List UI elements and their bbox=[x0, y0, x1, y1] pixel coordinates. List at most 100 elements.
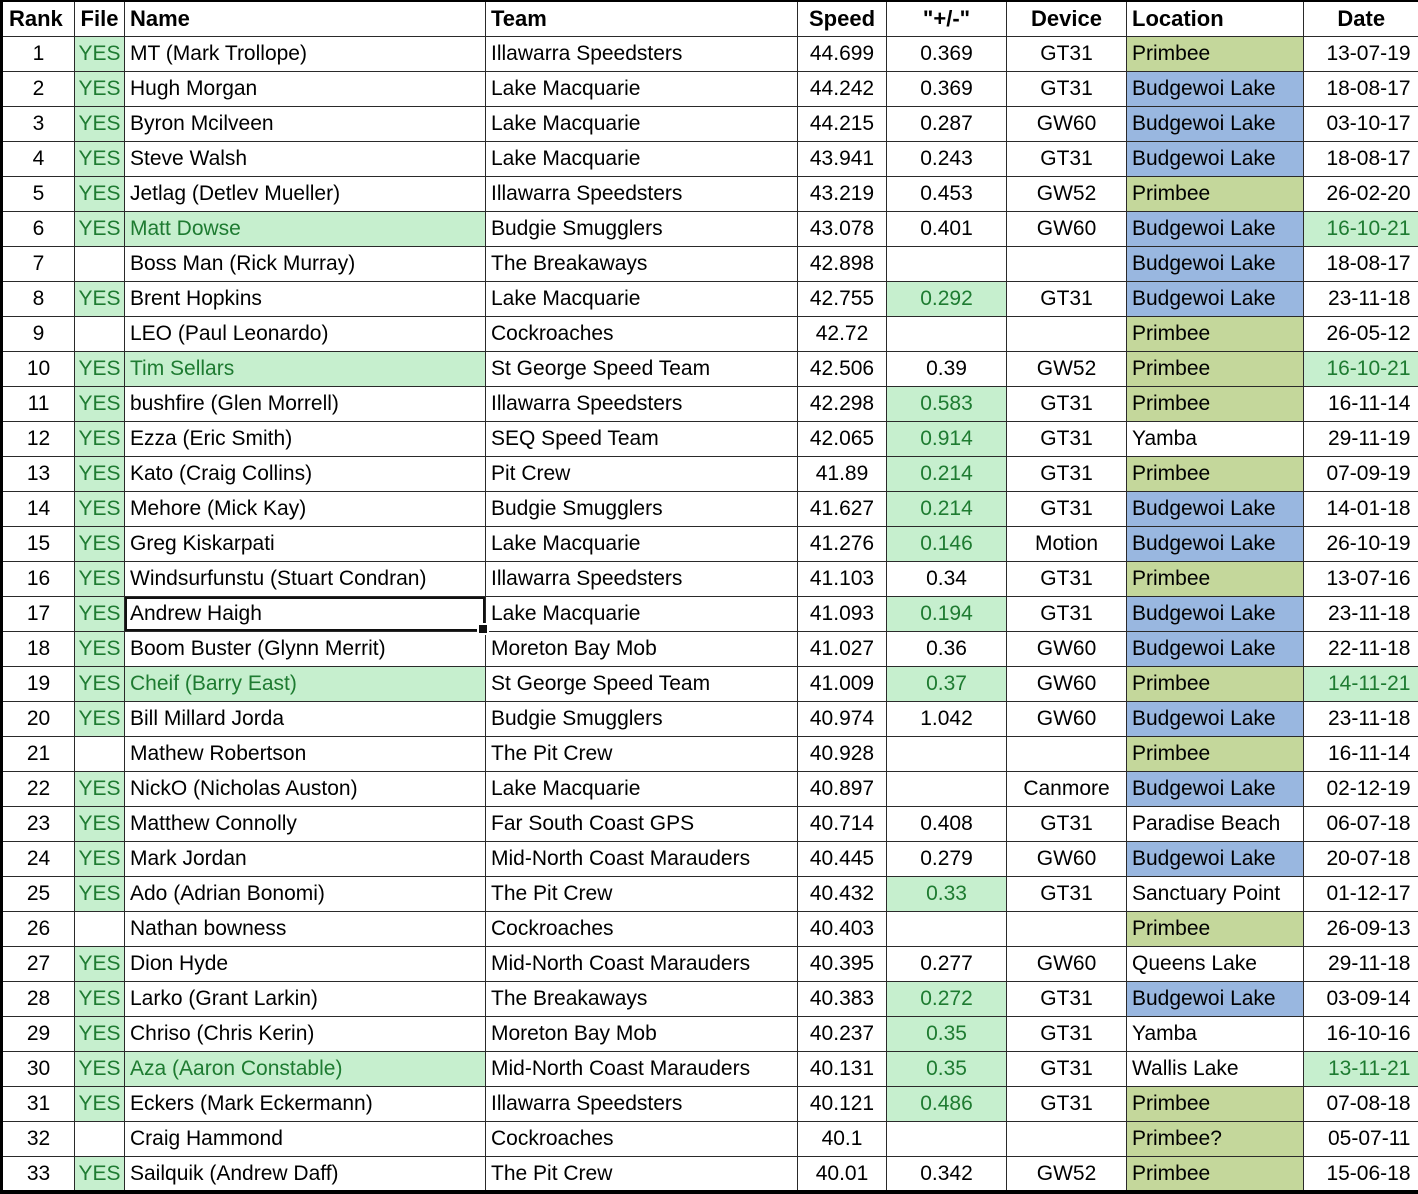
cell-device[interactable]: GW52 bbox=[1007, 1156, 1127, 1192]
cell-speed[interactable]: 42.72 bbox=[798, 316, 887, 351]
cell-name[interactable]: Eckers (Mark Eckermann) bbox=[125, 1086, 486, 1121]
cell-plusminus[interactable]: 0.369 bbox=[887, 71, 1007, 106]
cell-device[interactable]: GT31 bbox=[1007, 71, 1127, 106]
cell-file[interactable]: YES bbox=[75, 771, 125, 806]
cell-speed[interactable]: 41.627 bbox=[798, 491, 887, 526]
cell-team[interactable]: Illawarra Speedsters bbox=[486, 176, 798, 211]
cell-name[interactable]: NickO (Nicholas Auston) bbox=[125, 771, 486, 806]
cell-date[interactable]: 15-06-18 bbox=[1304, 1156, 1418, 1192]
cell-rank[interactable]: 13 bbox=[2, 456, 75, 491]
cell-plusminus[interactable]: 0.37 bbox=[887, 666, 1007, 701]
cell-name[interactable]: Ado (Adrian Bonomi) bbox=[125, 876, 486, 911]
cell-speed[interactable]: 40.1 bbox=[798, 1121, 887, 1156]
cell-location[interactable]: Primbee bbox=[1127, 351, 1304, 386]
cell-device[interactable]: GW52 bbox=[1007, 351, 1127, 386]
cell-rank[interactable]: 3 bbox=[2, 106, 75, 141]
cell-location[interactable]: Primbee bbox=[1127, 736, 1304, 771]
cell-speed[interactable]: 40.928 bbox=[798, 736, 887, 771]
cell-plusminus[interactable]: 0.408 bbox=[887, 806, 1007, 841]
cell-location[interactable]: Budgewoi Lake bbox=[1127, 211, 1304, 246]
cell-location[interactable]: Yamba bbox=[1127, 1016, 1304, 1051]
cell-file[interactable]: YES bbox=[75, 596, 125, 631]
cell-date[interactable]: 06-07-18 bbox=[1304, 806, 1418, 841]
cell-file[interactable]: YES bbox=[75, 631, 125, 666]
cell-rank[interactable]: 33 bbox=[2, 1156, 75, 1192]
cell-name[interactable]: Dion Hyde bbox=[125, 946, 486, 981]
cell-plusminus[interactable]: 0.342 bbox=[887, 1156, 1007, 1192]
cell-file[interactable] bbox=[75, 1121, 125, 1156]
cell-name[interactable]: Chriso (Chris Kerin) bbox=[125, 1016, 486, 1051]
cell-team[interactable]: The Pit Crew bbox=[486, 1156, 798, 1192]
cell-device[interactable]: GW52 bbox=[1007, 176, 1127, 211]
cell-location[interactable]: Primbee bbox=[1127, 666, 1304, 701]
cell-date[interactable]: 13-11-21 bbox=[1304, 1051, 1418, 1086]
cell-rank[interactable]: 23 bbox=[2, 806, 75, 841]
cell-rank[interactable]: 8 bbox=[2, 281, 75, 316]
cell-device[interactable]: Canmore bbox=[1007, 771, 1127, 806]
cell-location[interactable]: Budgewoi Lake bbox=[1127, 526, 1304, 561]
cell-location[interactable]: Wallis Lake bbox=[1127, 1051, 1304, 1086]
cell-team[interactable]: Moreton Bay Mob bbox=[486, 1016, 798, 1051]
cell-device[interactable]: GT31 bbox=[1007, 281, 1127, 316]
cell-rank[interactable]: 4 bbox=[2, 141, 75, 176]
cell-rank[interactable]: 17 bbox=[2, 596, 75, 631]
cell-device[interactable]: GT31 bbox=[1007, 596, 1127, 631]
cell-location[interactable]: Queens Lake bbox=[1127, 946, 1304, 981]
cell-rank[interactable]: 15 bbox=[2, 526, 75, 561]
cell-file[interactable]: YES bbox=[75, 456, 125, 491]
cell-date[interactable]: 26-02-20 bbox=[1304, 176, 1418, 211]
cell-name[interactable]: Mehore (Mick Kay) bbox=[125, 491, 486, 526]
cell-date[interactable]: 29-11-18 bbox=[1304, 946, 1418, 981]
cell-plusminus[interactable]: 0.401 bbox=[887, 211, 1007, 246]
cell-file[interactable]: YES bbox=[75, 1051, 125, 1086]
cell-team[interactable]: The Breakaways bbox=[486, 981, 798, 1016]
cell-device[interactable]: GT31 bbox=[1007, 456, 1127, 491]
cell-file[interactable]: YES bbox=[75, 386, 125, 421]
cell-date[interactable]: 23-11-18 bbox=[1304, 281, 1418, 316]
cell-plusminus[interactable] bbox=[887, 911, 1007, 946]
cell-device[interactable]: GT31 bbox=[1007, 561, 1127, 596]
cell-file[interactable]: YES bbox=[75, 1016, 125, 1051]
cell-plusminus[interactable]: 0.486 bbox=[887, 1086, 1007, 1121]
cell-file[interactable] bbox=[75, 736, 125, 771]
cell-team[interactable]: Illawarra Speedsters bbox=[486, 561, 798, 596]
cell-plusminus[interactable]: 0.292 bbox=[887, 281, 1007, 316]
cell-device[interactable]: GT31 bbox=[1007, 1051, 1127, 1086]
cell-date[interactable]: 16-10-21 bbox=[1304, 211, 1418, 246]
cell-speed[interactable]: 40.897 bbox=[798, 771, 887, 806]
cell-plusminus[interactable] bbox=[887, 736, 1007, 771]
cell-team[interactable]: SEQ Speed Team bbox=[486, 421, 798, 456]
cell-file[interactable]: YES bbox=[75, 876, 125, 911]
cell-date[interactable]: 26-05-12 bbox=[1304, 316, 1418, 351]
cell-team[interactable]: Lake Macquarie bbox=[486, 526, 798, 561]
cell-team[interactable]: Lake Macquarie bbox=[486, 771, 798, 806]
cell-location[interactable]: Budgewoi Lake bbox=[1127, 981, 1304, 1016]
cell-device[interactable]: GT31 bbox=[1007, 421, 1127, 456]
column-header-location[interactable]: Location bbox=[1127, 1, 1304, 36]
cell-rank[interactable]: 9 bbox=[2, 316, 75, 351]
cell-rank[interactable]: 22 bbox=[2, 771, 75, 806]
cell-file[interactable]: YES bbox=[75, 211, 125, 246]
cell-date[interactable]: 14-11-21 bbox=[1304, 666, 1418, 701]
cell-device[interactable]: GW60 bbox=[1007, 106, 1127, 141]
cell-speed[interactable]: 44.699 bbox=[798, 36, 887, 71]
cell-rank[interactable]: 31 bbox=[2, 1086, 75, 1121]
cell-speed[interactable]: 42.755 bbox=[798, 281, 887, 316]
cell-name[interactable]: Kato (Craig Collins) bbox=[125, 456, 486, 491]
cell-plusminus[interactable] bbox=[887, 246, 1007, 281]
cell-date[interactable]: 18-08-17 bbox=[1304, 246, 1418, 281]
cell-plusminus[interactable]: 0.583 bbox=[887, 386, 1007, 421]
cell-team[interactable]: Lake Macquarie bbox=[486, 281, 798, 316]
cell-location[interactable]: Primbee bbox=[1127, 386, 1304, 421]
cell-name[interactable]: Jetlag (Detlev Mueller) bbox=[125, 176, 486, 211]
cell-speed[interactable]: 44.242 bbox=[798, 71, 887, 106]
cell-device[interactable] bbox=[1007, 316, 1127, 351]
cell-name[interactable]: Nathan bowness bbox=[125, 911, 486, 946]
cell-name[interactable]: Matthew Connolly bbox=[125, 806, 486, 841]
cell-device[interactable]: Motion bbox=[1007, 526, 1127, 561]
cell-location[interactable]: Budgewoi Lake bbox=[1127, 771, 1304, 806]
cell-team[interactable]: Cockroaches bbox=[486, 911, 798, 946]
cell-date[interactable]: 29-11-19 bbox=[1304, 421, 1418, 456]
cell-speed[interactable]: 40.445 bbox=[798, 841, 887, 876]
cell-file[interactable]: YES bbox=[75, 421, 125, 456]
